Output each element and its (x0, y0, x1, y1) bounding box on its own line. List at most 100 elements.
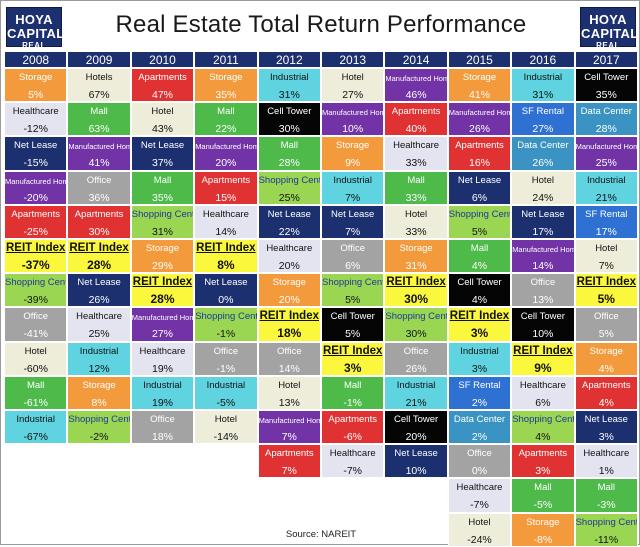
hoya-capital-logo-right: HOYA CAPITAL REAL ESTATE (580, 7, 638, 60)
sector-label: Industrial (206, 379, 246, 391)
return-value: 27% (151, 328, 173, 341)
return-cell: REIT Index -37% (4, 239, 68, 274)
return-value: -60% (23, 362, 48, 375)
sector-label: Office (467, 448, 492, 460)
sector-label: Office (530, 277, 556, 289)
return-value: 18% (277, 326, 302, 341)
return-value: 29% (151, 260, 173, 272)
sector-label: Mall (280, 140, 298, 152)
return-cell: SF Rental 2% (447, 375, 512, 410)
return-value: 22% (215, 123, 237, 136)
return-cell: Manufactured Home 27% (130, 307, 195, 342)
return-cell: Apartments 16% (447, 136, 512, 171)
return-cell: Office 36% (67, 170, 131, 205)
return-value: 5% (345, 294, 361, 307)
return-cell: Shopping Center 25% (257, 170, 321, 205)
return-value: 28% (595, 123, 617, 136)
return-cell: Industrial 3% (447, 341, 512, 376)
return-cell: Hotel 43% (130, 102, 195, 137)
return-cell: Apartments 47% (130, 68, 195, 103)
return-cell: Manufactured Home 41% (67, 136, 131, 171)
sector-label: Net Lease (331, 208, 375, 220)
sector-label: Apartments (265, 448, 314, 460)
return-value: 21% (595, 191, 617, 204)
return-cell: Shopping Center 30% (384, 307, 448, 342)
sector-label: Healthcare (76, 311, 123, 323)
return-value: 28% (278, 157, 300, 170)
return-cell: Apartments -6% (321, 410, 385, 445)
sector-label: Manufactured Home (5, 176, 68, 186)
return-cell: Hotel -14% (194, 410, 258, 445)
return-cell: Manufactured Home 14% (511, 239, 575, 274)
return-cell: Mall 4% (447, 239, 512, 274)
return-value: 10% (342, 123, 364, 136)
return-value: 4% (535, 431, 551, 443)
return-cell: Office 26% (384, 341, 448, 376)
sector-label: Storage (209, 72, 243, 83)
return-cell: SF Rental 27% (511, 102, 575, 137)
return-value: 30% (404, 292, 429, 307)
sector-label: Manufactured Home (195, 142, 258, 152)
sector-label: Office (23, 311, 49, 323)
sector-label: Industrial (523, 72, 563, 83)
return-value: 10% (532, 328, 554, 341)
sector-label: Manufactured Home (385, 74, 448, 83)
return-value: -14% (213, 431, 239, 443)
return-cell: Healthcare 25% (67, 307, 131, 342)
return-cell: Storage 41% (447, 68, 512, 103)
return-value: 14% (215, 225, 237, 238)
return-cell: Shopping Center -2% (67, 410, 131, 445)
sector-label: Manufactured Home (322, 108, 385, 118)
sector-label: Manufactured Home (575, 142, 638, 152)
sector-label: REIT Index (513, 344, 573, 357)
return-value: 25% (278, 191, 300, 204)
return-value: 14% (532, 260, 554, 272)
return-value: 17% (595, 225, 617, 238)
sector-label: Hotel (595, 243, 618, 254)
return-cell: Storage 31% (384, 239, 448, 274)
return-cell: Manufactured Home 10% (321, 102, 385, 137)
return-value: 25% (595, 157, 617, 170)
sector-label: Healthcare (12, 106, 59, 118)
return-value: 33% (405, 191, 427, 204)
year-header-2010: 2010 (130, 51, 195, 68)
return-cell: Storage 35% (194, 68, 258, 103)
return-value: 41% (88, 157, 110, 170)
return-value: 4% (598, 362, 614, 375)
return-value: 28% (150, 292, 175, 307)
return-cell: Data Center 26% (511, 136, 575, 171)
return-value: 5% (598, 328, 614, 341)
return-cell: Cell Tower 35% (574, 68, 638, 103)
return-value: 20% (405, 431, 427, 443)
return-value: 35% (215, 89, 237, 101)
return-value: 3% (471, 362, 488, 375)
return-value: -61% (23, 396, 48, 409)
sector-label: Healthcare (266, 243, 313, 254)
hoya-capital-logo-left: HOYA CAPITAL REAL ESTATE (6, 7, 64, 60)
return-cell: Mall 33% (384, 170, 448, 205)
sector-label: Net Lease (267, 208, 311, 220)
return-cell: Net Lease 6% (447, 170, 512, 205)
sector-label: Office (213, 345, 239, 357)
sector-label: SF Rental (521, 106, 564, 118)
sector-label: Net Lease (584, 414, 628, 425)
return-cell: Shopping Center -39% (4, 273, 68, 308)
sector-label: Industrial (16, 414, 55, 425)
return-cell: Industrial 12% (67, 341, 131, 376)
return-cell: Mall 35% (130, 170, 195, 205)
return-cell: Hotel 24% (511, 170, 575, 205)
return-value: 47% (151, 89, 173, 101)
return-value: 28% (87, 258, 112, 272)
sector-label: Shopping Center (5, 277, 66, 289)
return-cell: Net Lease -15% (4, 136, 68, 171)
return-value: -1% (216, 362, 236, 375)
return-cell: Net Lease 10% (384, 444, 448, 479)
return-cell: Manufactured Home -20% (4, 170, 68, 205)
return-cell: Apartments 30% (67, 204, 131, 239)
return-cell: Storage 29% (130, 239, 195, 274)
sector-label: Shopping Center (448, 208, 510, 220)
return-value: 35% (595, 89, 617, 101)
sector-label: REIT Index (5, 242, 66, 254)
return-cell: Office 14% (257, 341, 321, 376)
